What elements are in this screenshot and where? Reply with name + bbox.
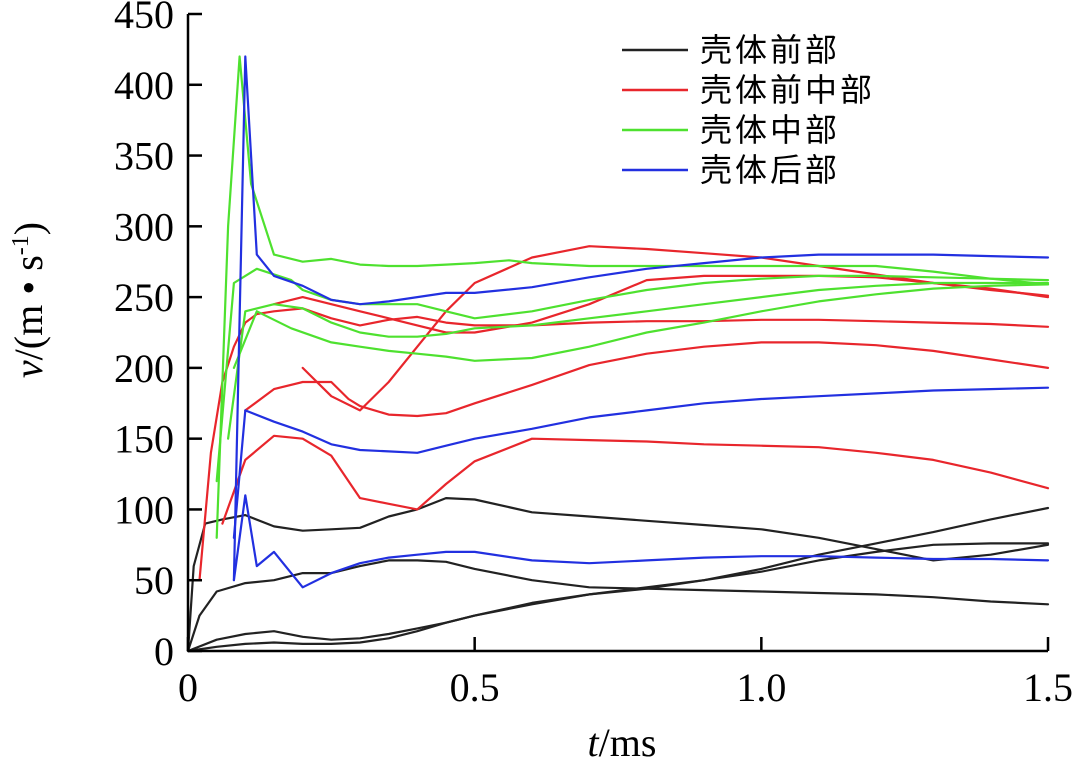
y-axis-label: v/(m • s-1): [6, 222, 51, 378]
y-tick-label: 150: [114, 417, 174, 462]
y-tick-label: 50: [134, 558, 174, 603]
y-tick-label: 100: [114, 487, 174, 532]
x-tick-label: 0.5: [450, 665, 500, 710]
y-tick-label: 250: [114, 275, 174, 320]
x-tick-label: 0: [178, 665, 198, 710]
x-tick-label: 1.0: [736, 665, 786, 710]
series-line-1: 壳体前部 (curve A): [186, 497, 1050, 653]
series-line-15: 壳体后部 (curve B): [232, 386, 1050, 539]
series-line-9: 壳体前中部 (curve E): [272, 274, 1050, 334]
series-line-16: 壳体后部 (curve C): [232, 494, 1050, 589]
y-tick-label: 200: [114, 346, 174, 391]
legend-label: 壳体前部: [700, 31, 840, 69]
series-line-7: 壳体前中部 (curve C): [244, 341, 1050, 418]
curves-group: 壳体前部 (curve A)壳体前部 (curve B)壳体前部 (curve …: [186, 55, 1050, 653]
x-axis-label: t/ms: [588, 720, 657, 762]
series-line-6: 壳体前中部 (curve B): [221, 434, 1050, 525]
series-line-10: 壳体中部 (curve A): [215, 55, 1050, 539]
x-tick-label: 1.5: [1023, 665, 1073, 710]
series-line-13: 壳体中部 (curve D): [232, 283, 1050, 369]
y-tick-label: 0: [154, 629, 174, 674]
legend-label: 壳体后部: [700, 151, 840, 189]
legend-label: 壳体前中部: [700, 71, 875, 109]
series-line-14: 壳体后部 (curve A): [232, 55, 1050, 582]
y-tick-label: 450: [114, 0, 174, 37]
y-tick-label: 350: [114, 134, 174, 179]
y-tick-label: 400: [114, 63, 174, 108]
legend-label: 壳体中部: [700, 111, 840, 149]
series-line-4: 壳体前部 (curve D): [186, 506, 1050, 653]
y-tick-label: 300: [114, 204, 174, 249]
series-line-12: 壳体中部 (curve C): [227, 281, 1050, 440]
series-line-2: 壳体前部 (curve B): [186, 559, 1050, 653]
axes-group: 0 50 100 150 200 250 300 350 400 450 0 0.5 1.0 1.5: [114, 0, 1073, 710]
